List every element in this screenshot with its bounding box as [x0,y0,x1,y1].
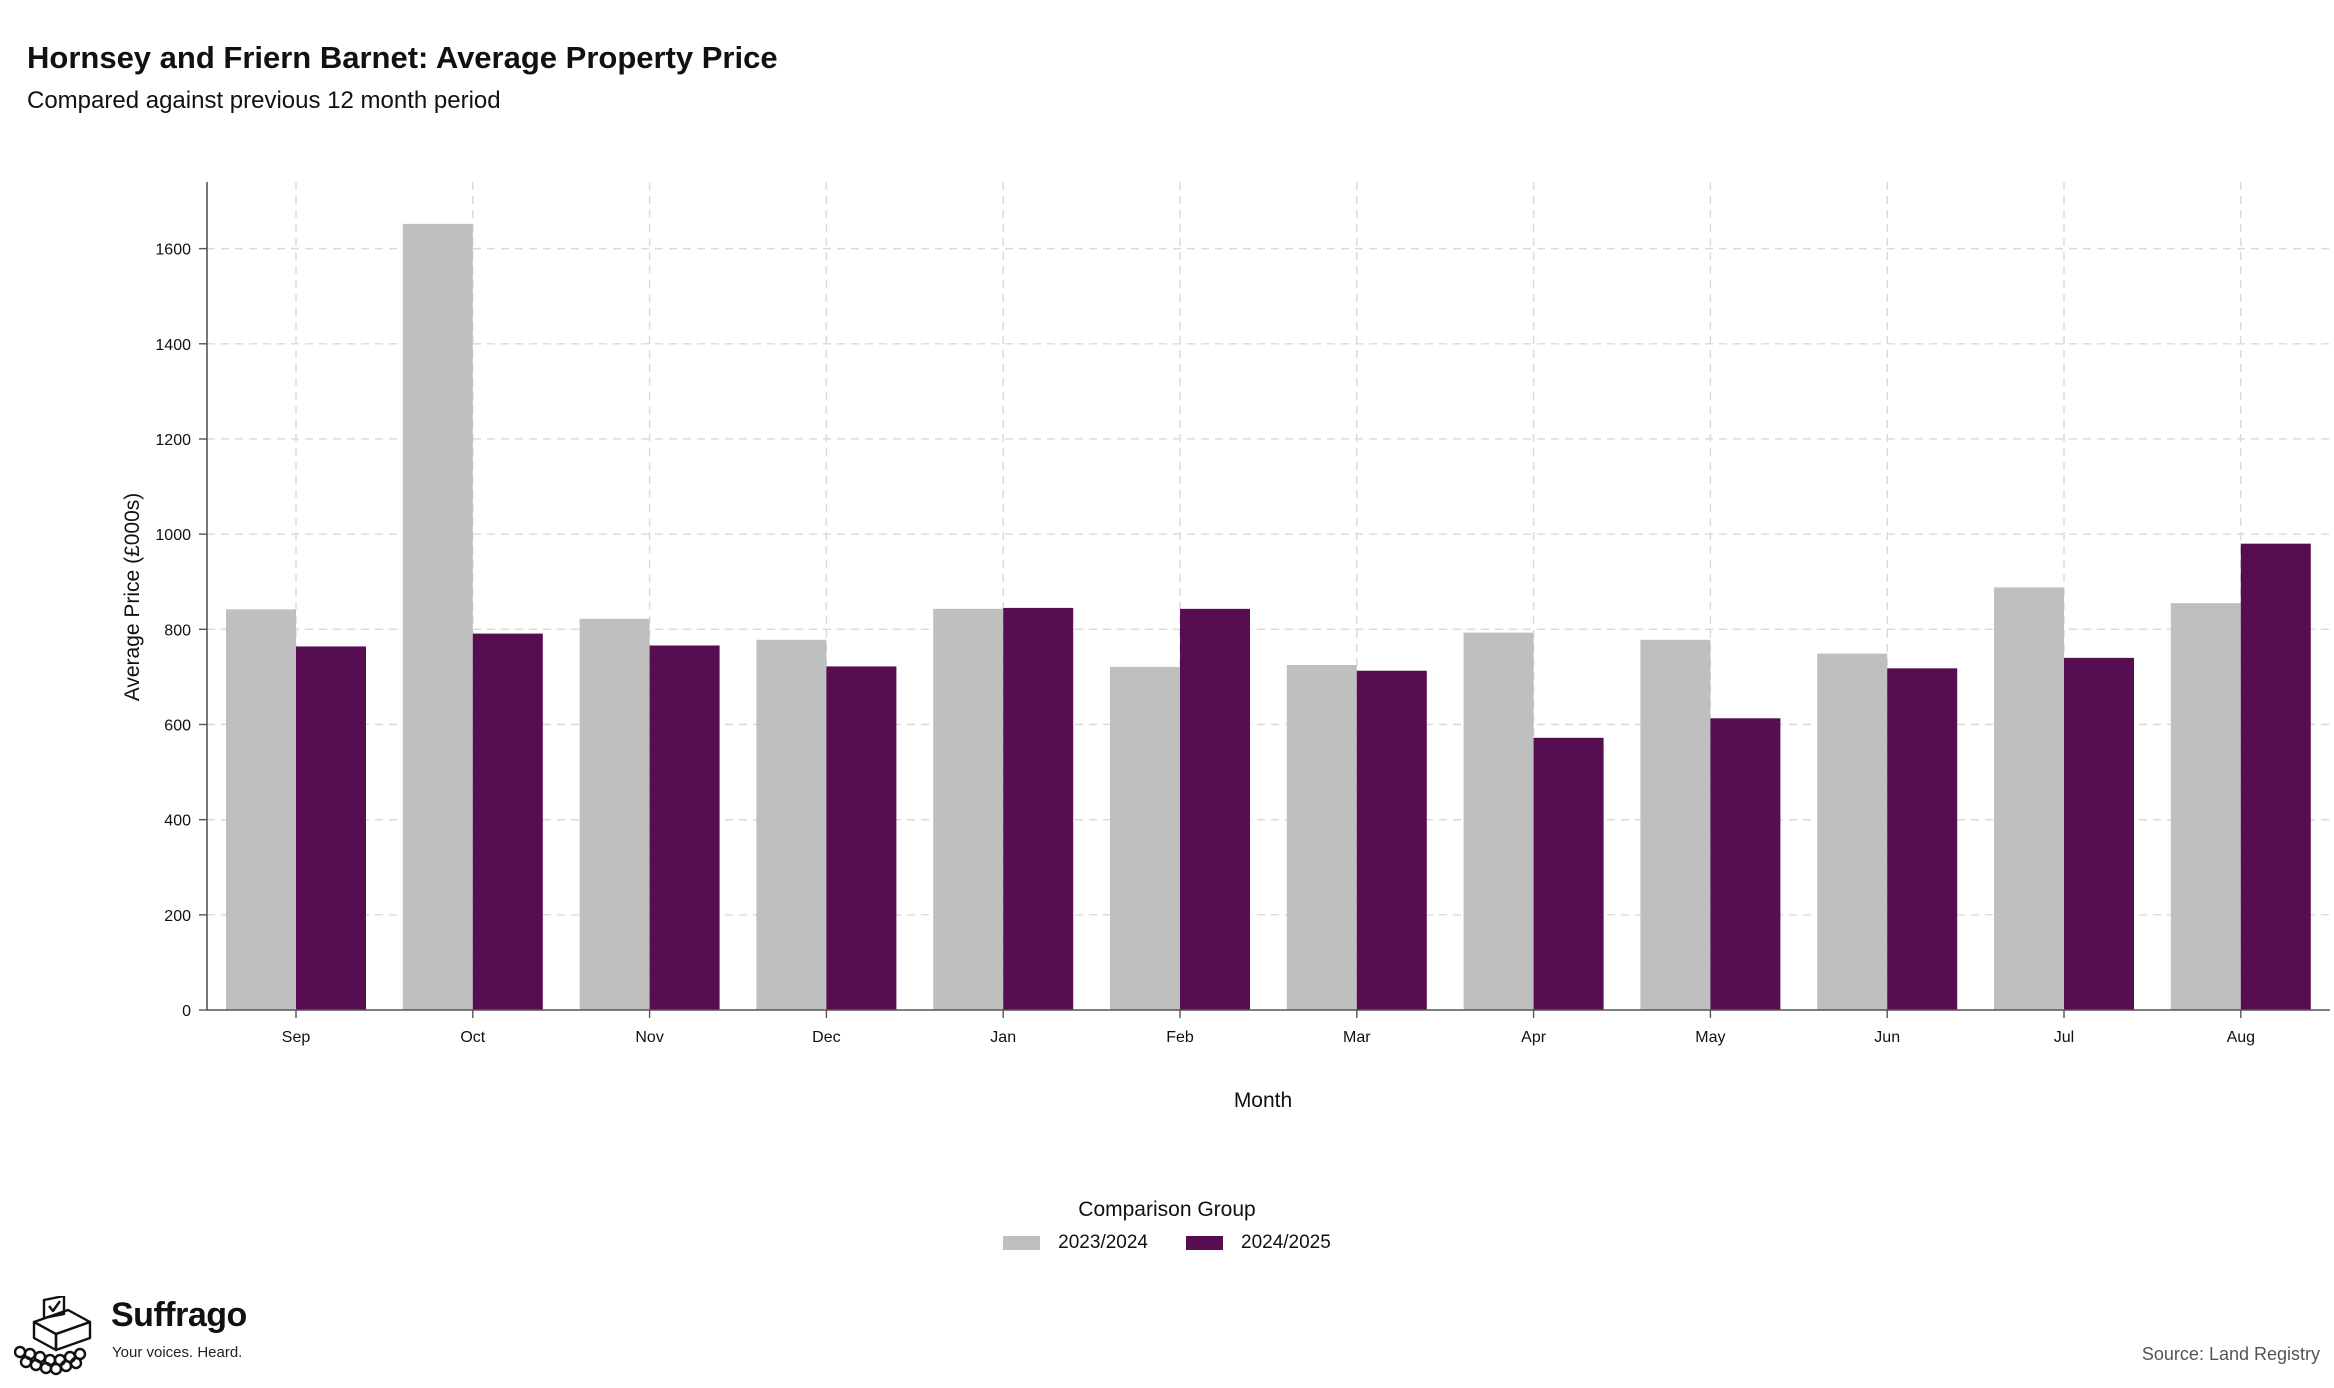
bar-2024-2025-aug [2240,543,2311,1010]
y-tick-label: 1200 [155,432,191,449]
y-tick-label: 1000 [155,527,191,544]
y-tick-label: 200 [164,908,191,925]
source-note: Source: Land Registry [2141,1344,2320,1364]
suffrago-logo: Suffrago Your voices. Heard. [14,1296,274,1376]
axes [199,182,2330,1018]
y-tick-label: 1400 [155,337,191,354]
x-axis-title: Month [1234,1089,1292,1112]
y-tick-label: 600 [164,717,191,734]
ballot-box-icon [14,1296,92,1376]
y-tick-label: 400 [164,813,191,830]
chart-subtitle: Compared against previous 12 month perio… [27,87,501,114]
y-tick-label: 1600 [155,242,191,259]
bar-2024-2025-jun [1887,668,1958,1010]
bar-2023-2024-may [1640,639,1711,1010]
legend-item-2024-2025: 2024/2025 [1186,1232,1331,1254]
chart-title: Hornsey and Friern Barnet: Average Prope… [27,40,778,75]
legend: Comparison Group 2023/2024 2024/2025 [0,1198,2334,1254]
bar-2024-2025-jan [1003,607,1074,1010]
bar-2024-2025-apr [1533,737,1604,1010]
x-tick-label: Feb [1166,1029,1194,1046]
x-tick-label: Sep [282,1029,311,1046]
bar-2024-2025-dec [826,666,897,1010]
x-tick-label: Aug [2227,1029,2255,1046]
bar-2024-2025-jul [2064,657,2134,1010]
bar-2023-2024-oct [402,223,473,1010]
bar-2023-2024-sep [226,609,296,1010]
legend-swatch-2023-2024 [1003,1236,1041,1250]
bars [226,223,2311,1010]
tick-labels: 0 200 400 600 800 1000 1200 1400 1600 Sep Oct Nov De… [155,242,2255,1046]
legend-label-2024-2025: 2024/2025 [1241,1232,1331,1253]
legend-item-2023-2024: 2023/2024 [1003,1232,1148,1254]
y-tick-label: 800 [164,622,191,639]
brand-name: Suffrago [111,1296,247,1334]
x-tick-label: May [1695,1029,1725,1046]
brand-tagline: Your voices. Heard. [112,1344,243,1361]
bar-2023-2024-nov [579,618,650,1010]
x-tick-label: Apr [1521,1029,1547,1046]
bar-2023-2024-aug [2170,603,2241,1010]
bar-2024-2025-may [1710,718,1781,1010]
y-axis-title: Average Price (£000s) [121,493,144,702]
legend-title: Comparison Group [1078,1198,1256,1221]
bar-2023-2024-jun [1817,653,1888,1010]
x-tick-label: Mar [1343,1029,1371,1046]
bar-2024-2025-oct [472,633,543,1010]
bar-2023-2024-jan [933,608,1004,1010]
bar-2024-2025-sep [296,646,366,1010]
bar-2024-2025-feb [1180,608,1250,1010]
x-tick-label: Oct [460,1029,485,1046]
bar-2023-2024-mar [1286,665,1357,1010]
x-tick-label: Nov [635,1029,663,1046]
bar-2024-2025-nov [649,645,720,1010]
x-tick-label: Dec [812,1029,840,1046]
x-tick-label: Jul [2054,1029,2074,1046]
y-tick-label: 0 [182,1003,191,1020]
legend-swatch-2024-2025 [1186,1236,1223,1250]
x-tick-label: Jun [1874,1029,1900,1046]
bar-2023-2024-dec [756,639,827,1010]
bar-chart: 0 200 400 600 800 1000 1200 1400 1600 Sep Oct Nov De… [121,182,2330,1112]
bar-2023-2024-apr [1463,632,1534,1010]
bar-2023-2024-jul [1994,587,2064,1010]
x-tick-label: Jan [990,1029,1016,1046]
bar-2023-2024-feb [1110,666,1180,1010]
legend-label-2023-2024: 2023/2024 [1058,1232,1148,1253]
bar-2024-2025-mar [1356,670,1427,1010]
